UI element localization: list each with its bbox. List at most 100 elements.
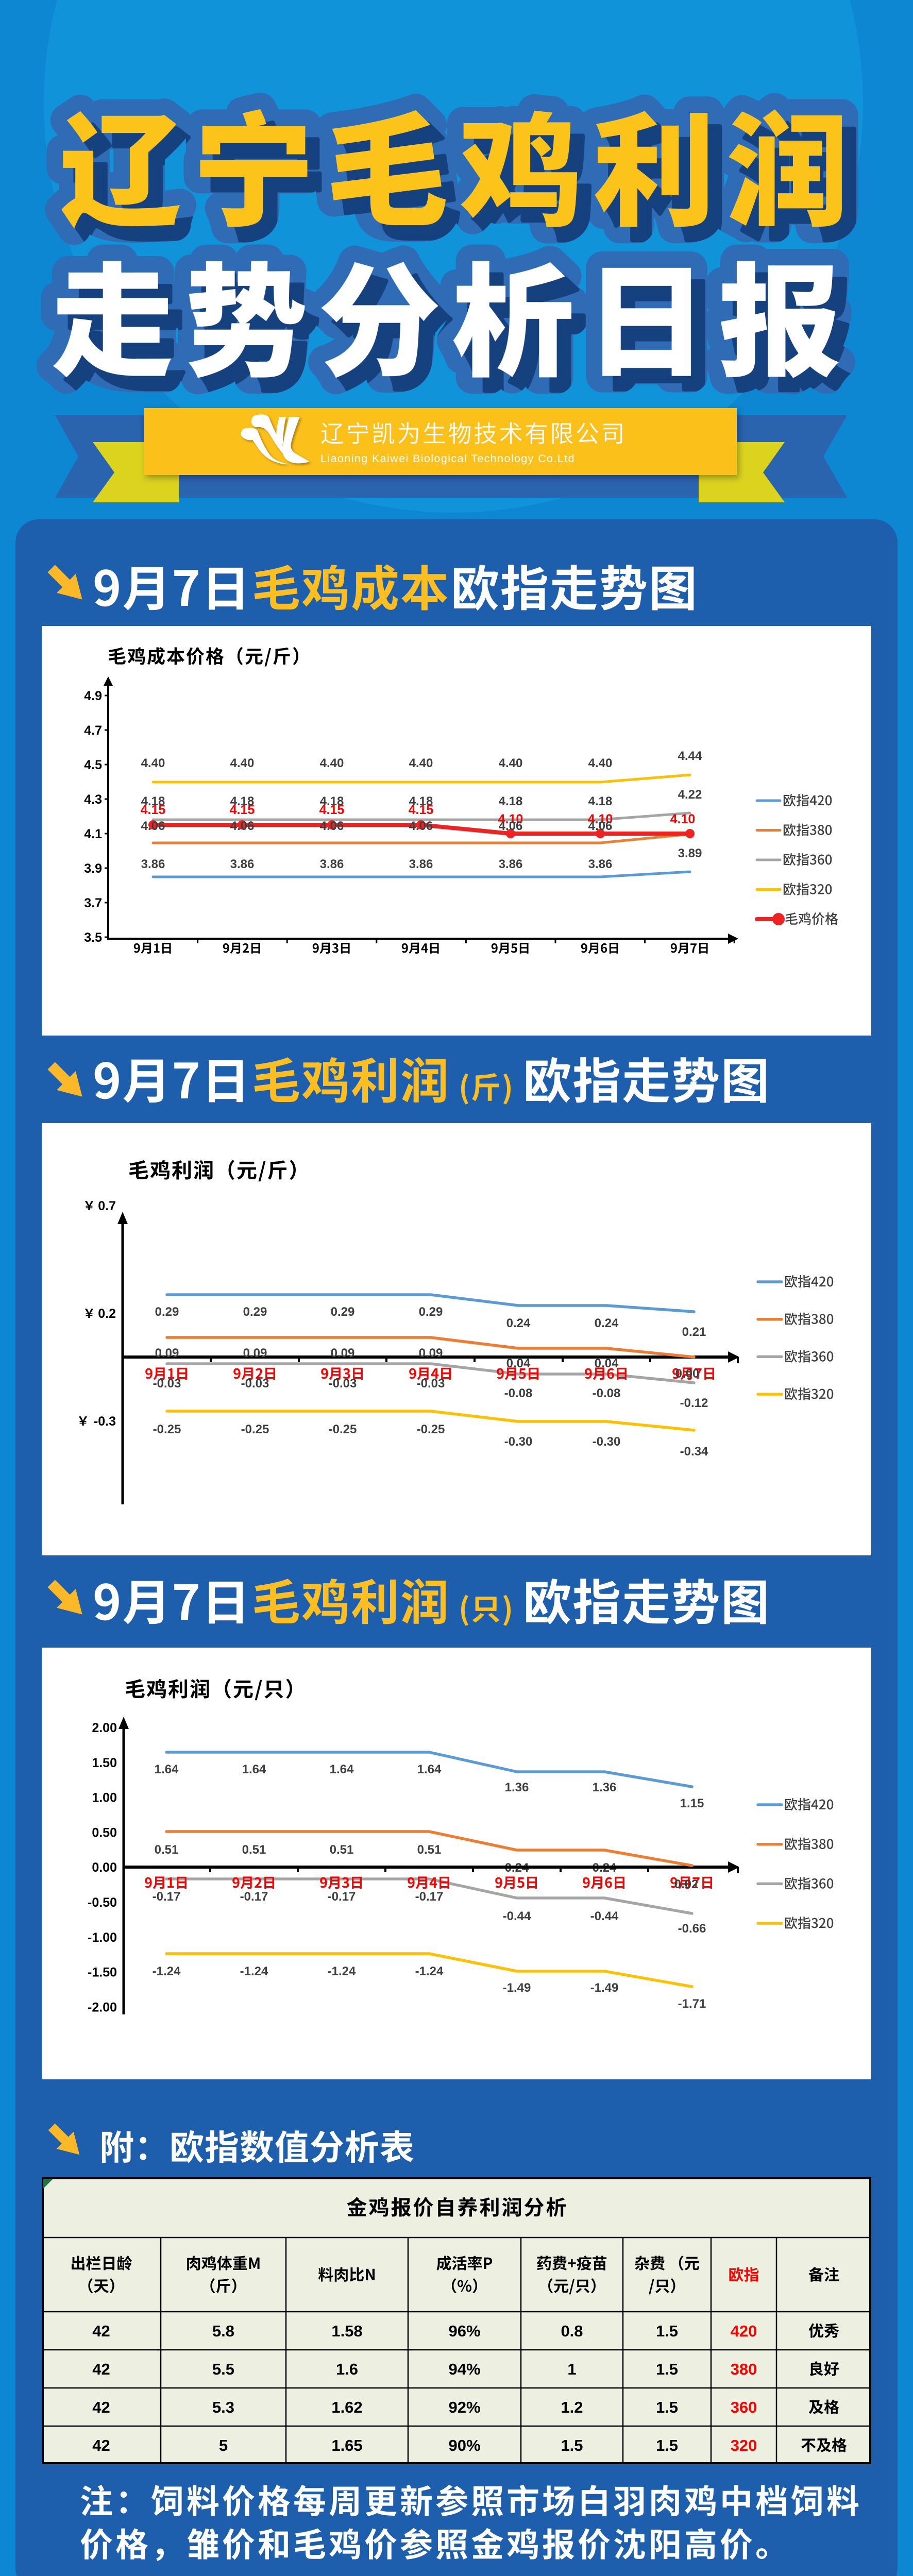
svg-text:4.10: 4.10 — [498, 812, 523, 826]
svg-text:1.65: 1.65 — [331, 2436, 362, 2454]
svg-text:1.36: 1.36 — [505, 1781, 529, 1794]
svg-text:42: 42 — [92, 2360, 110, 2378]
svg-text:4.40: 4.40 — [409, 756, 433, 770]
svg-text:1.2: 1.2 — [561, 2398, 583, 2416]
svg-text:4.18: 4.18 — [320, 794, 344, 808]
svg-text:4.40: 4.40 — [320, 756, 344, 770]
svg-text:3.7: 3.7 — [84, 896, 102, 910]
svg-text:1.5: 1.5 — [656, 2398, 678, 2416]
svg-text:-0.03: -0.03 — [329, 1377, 357, 1391]
svg-text:-0.08: -0.08 — [504, 1386, 533, 1400]
svg-text:4.9: 4.9 — [84, 689, 102, 703]
svg-text:0.24: 0.24 — [506, 1316, 531, 1330]
svg-text:3.89: 3.89 — [678, 846, 702, 860]
svg-text:-1.50: -1.50 — [88, 1965, 117, 1980]
svg-text:4.7: 4.7 — [84, 723, 102, 738]
svg-text:0.04: 0.04 — [506, 1357, 531, 1370]
svg-text:4.10: 4.10 — [670, 812, 696, 826]
svg-text:-0.44: -0.44 — [590, 1909, 619, 1923]
svg-text:-1.71: -1.71 — [678, 1997, 706, 2011]
svg-text:0.51: 0.51 — [155, 1843, 179, 1857]
svg-text:0.51: 0.51 — [242, 1843, 266, 1857]
svg-text:-0.30: -0.30 — [504, 1435, 533, 1449]
svg-text:2.00: 2.00 — [92, 1721, 117, 1735]
svg-text:1.00: 1.00 — [92, 1791, 117, 1805]
svg-text:3.86: 3.86 — [141, 857, 165, 871]
svg-text:3.86: 3.86 — [499, 857, 523, 871]
svg-text:-0.30: -0.30 — [593, 1435, 621, 1449]
svg-text:-0.25: -0.25 — [241, 1422, 269, 1436]
svg-text:1: 1 — [567, 2360, 576, 2378]
svg-text:-0.25: -0.25 — [417, 1422, 445, 1436]
svg-text:4.06: 4.06 — [320, 819, 344, 833]
svg-text:0.02: 0.02 — [674, 1877, 699, 1891]
svg-text:3.86: 3.86 — [409, 857, 433, 871]
svg-text:4.40: 4.40 — [141, 756, 165, 770]
svg-text:-0.17: -0.17 — [153, 1890, 181, 1904]
svg-text:3.9: 3.9 — [84, 861, 102, 876]
svg-text:1.15: 1.15 — [680, 1797, 704, 1810]
svg-text:0.04: 0.04 — [595, 1357, 619, 1370]
svg-text:-0.3: -0.3 — [94, 1414, 116, 1429]
svg-text:4.06: 4.06 — [409, 819, 433, 833]
svg-text:4.40: 4.40 — [499, 756, 523, 770]
svg-text:420: 420 — [731, 2322, 757, 2340]
svg-text:-0.25: -0.25 — [329, 1422, 357, 1436]
svg-text:Liaoning Kaiwei Biological Tec: Liaoning Kaiwei Biological Technology Co… — [320, 452, 575, 465]
svg-text:96%: 96% — [448, 2322, 480, 2340]
svg-text:0.7: 0.7 — [98, 1199, 116, 1213]
svg-text:-0.25: -0.25 — [153, 1422, 181, 1436]
svg-text:0.09: 0.09 — [331, 1346, 355, 1360]
svg-text:320: 320 — [731, 2436, 757, 2454]
svg-text:0.00: 0.00 — [92, 1860, 117, 1875]
svg-text:0.09: 0.09 — [155, 1346, 179, 1360]
svg-text:-0.03: -0.03 — [153, 1377, 181, 1391]
svg-text:380: 380 — [731, 2360, 757, 2378]
svg-text:0.00: 0.00 — [675, 1367, 700, 1381]
svg-text:0.51: 0.51 — [417, 1843, 442, 1857]
svg-text:0.09: 0.09 — [419, 1346, 443, 1360]
svg-text:-1.24: -1.24 — [153, 1964, 181, 1978]
svg-text:0.24: 0.24 — [595, 1316, 619, 1330]
svg-text:-2.00: -2.00 — [88, 2000, 117, 2014]
svg-text:0.09: 0.09 — [243, 1346, 267, 1360]
svg-text:4.15: 4.15 — [141, 803, 166, 817]
svg-text:4.06: 4.06 — [230, 819, 255, 833]
svg-text:-0.50: -0.50 — [88, 1895, 117, 1910]
svg-text:3.86: 3.86 — [588, 857, 613, 871]
svg-text:1.58: 1.58 — [331, 2322, 362, 2340]
svg-text:1.64: 1.64 — [330, 1762, 354, 1776]
svg-text:4.18: 4.18 — [230, 794, 255, 808]
svg-text:4.18: 4.18 — [499, 794, 523, 808]
svg-text:0.21: 0.21 — [682, 1325, 706, 1339]
svg-text:-0.34: -0.34 — [680, 1445, 708, 1459]
svg-text:90%: 90% — [448, 2436, 480, 2454]
svg-text:0.29: 0.29 — [243, 1305, 267, 1319]
svg-text:4.22: 4.22 — [678, 788, 702, 802]
svg-text:4.18: 4.18 — [588, 794, 613, 808]
svg-text:0.29: 0.29 — [331, 1305, 355, 1319]
svg-text:1.64: 1.64 — [417, 1762, 442, 1776]
svg-text:4.06: 4.06 — [499, 819, 523, 833]
svg-text:5.8: 5.8 — [212, 2322, 234, 2340]
svg-text:4.44: 4.44 — [678, 749, 702, 763]
svg-text:-0.66: -0.66 — [678, 1922, 706, 1936]
svg-text:4.5: 4.5 — [84, 758, 102, 772]
svg-text:4.15: 4.15 — [230, 803, 255, 817]
svg-text:1.36: 1.36 — [593, 1781, 617, 1794]
svg-text:3.5: 3.5 — [84, 930, 102, 945]
svg-text:4.1: 4.1 — [84, 827, 102, 841]
svg-text:5.3: 5.3 — [212, 2398, 234, 2416]
svg-text:-0.17: -0.17 — [240, 1890, 268, 1904]
svg-text:92%: 92% — [448, 2398, 480, 2416]
svg-text:360: 360 — [731, 2398, 757, 2416]
svg-text:-0.17: -0.17 — [328, 1890, 356, 1904]
svg-text:5: 5 — [219, 2436, 228, 2454]
svg-text:4.15: 4.15 — [319, 803, 345, 817]
svg-text:-0.03: -0.03 — [241, 1377, 269, 1391]
svg-text:3.86: 3.86 — [230, 857, 255, 871]
svg-text:42: 42 — [92, 2436, 110, 2454]
svg-text:-1.49: -1.49 — [503, 1981, 531, 1995]
svg-text:-0.17: -0.17 — [415, 1890, 444, 1904]
svg-text:1.5: 1.5 — [656, 2322, 678, 2340]
